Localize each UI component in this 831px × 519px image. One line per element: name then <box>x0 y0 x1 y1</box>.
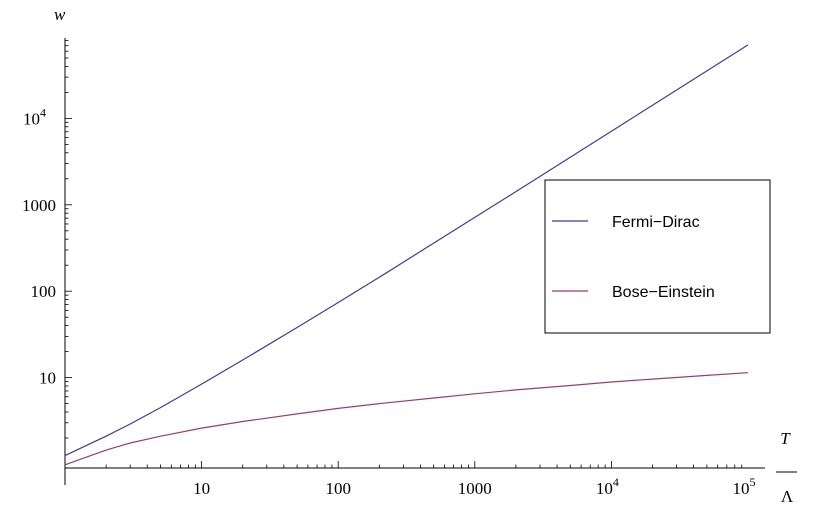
ticks <box>65 39 743 468</box>
x-tick-label: 105 <box>733 475 756 498</box>
y-axis-label: w <box>54 5 66 24</box>
x-axis-label-denominator: Λ <box>781 487 794 506</box>
legend-label-fermi-dirac: Fermi−Dirac <box>612 214 700 231</box>
series-lines <box>64 44 749 466</box>
x-tick-label: 104 <box>596 475 619 498</box>
series-line-fermi-dirac <box>64 44 749 457</box>
x-axis-label-numerator: T <box>780 429 791 448</box>
tick-labels: 10 100 1000 104 105 10 100 1000 104 <box>22 105 756 498</box>
x-tick-label: 1000 <box>458 479 492 498</box>
axes <box>64 38 765 485</box>
x-tick-label: 100 <box>325 479 351 498</box>
x-tick-label: 10 <box>193 479 210 498</box>
y-tick-label: 1000 <box>22 196 56 215</box>
legend: Fermi−Dirac Bose−Einstein <box>544 179 771 334</box>
series-line-bose-einstein <box>64 372 749 466</box>
legend-box <box>544 179 771 334</box>
legend-label-bose-einstein: Bose−Einstein <box>612 284 715 301</box>
y-tick-label: 10 <box>39 369 56 388</box>
y-tick-label: 100 <box>31 282 57 301</box>
y-tick-label: 104 <box>23 105 46 128</box>
